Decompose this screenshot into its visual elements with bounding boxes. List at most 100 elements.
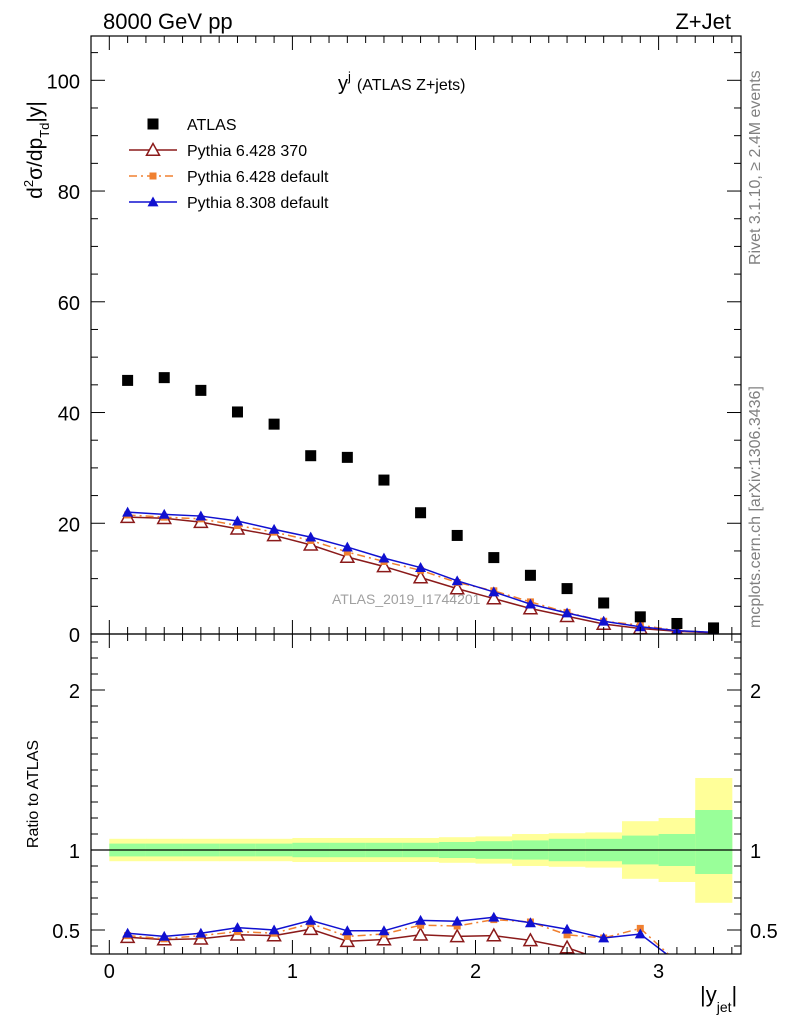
analysis-watermark: ATLAS_2019_I1744201 (332, 591, 481, 607)
main-point-p8_default (378, 552, 390, 563)
legend: ATLAS Pythia 6.428 370 Pythia 6.428 defaul… (129, 117, 329, 212)
ratio-y-tick-label-right: 0.5 (750, 921, 778, 943)
ratio-point-p8_default (122, 927, 134, 938)
legend-label-atlas: ATLAS (187, 117, 237, 134)
ratio-point-p6_370 (486, 927, 502, 942)
main-point-p8_default (488, 586, 500, 597)
ratio-point-p6_default (453, 922, 461, 930)
x-axis-label: |yjet| (700, 982, 737, 1015)
x-tick-label: 3 (653, 961, 664, 983)
main-point-atlas (305, 450, 317, 462)
ratio-point-p8_default (671, 957, 682, 967)
main-point-p8_default (305, 531, 317, 542)
main-point-atlas (195, 384, 207, 396)
legend-marker-p8_default (147, 196, 159, 207)
main-point-p6_370 (412, 569, 429, 584)
ratio-y-tick-label-right: 2 (750, 681, 761, 703)
main-point-p8_default (451, 575, 463, 586)
ratio-point-p8_default (158, 930, 170, 941)
main-point-p8_default (561, 607, 573, 618)
ratio-point-p6_370 (412, 926, 429, 941)
ratio-point-p6_370 (670, 964, 683, 976)
ratio-point-p8_default (634, 928, 646, 939)
ratio-point-p6_default (343, 932, 351, 940)
header-energy-label: 8000 GeV pp (103, 9, 233, 34)
main-point-p8_default (231, 515, 243, 526)
main-point-atlas (451, 529, 463, 541)
main-point-p6_370 (302, 536, 319, 551)
main-point-p8_default (122, 506, 134, 517)
ratio-point-p8_default (598, 932, 610, 943)
ratio-panel: 0.5 0.5 1 1 2 2 0 1 2 3 Ratio to ATLAS |yjet| (25, 633, 778, 1015)
main-y-tick-label: 80 (58, 182, 80, 204)
legend-label-p8_default: Pythia 8.308 default (187, 195, 329, 212)
main-point-atlas (158, 372, 170, 384)
legend-label-p6_default: Pythia 6.428 default (187, 169, 329, 186)
main-point-atlas (488, 552, 500, 564)
x-tick-label: 2 (470, 961, 481, 983)
main-point-atlas (415, 507, 427, 519)
ratio-point-p8_default (231, 922, 243, 932)
x-tick-label: 1 (287, 961, 298, 983)
ratio-point-p8_default (415, 914, 427, 925)
main-y-tick-label: 40 (58, 404, 80, 426)
legend-label-p6_370: Pythia 6.428 370 (187, 143, 307, 160)
main-y-axis-label: d2σ/dpTd|y| (21, 101, 52, 199)
ratio-point-p8_default (341, 925, 353, 936)
main-point-p6_default (233, 521, 241, 529)
main-point-p8_default (524, 598, 536, 609)
ratio-point-p6_370 (302, 921, 319, 936)
plot-title-main: y (338, 73, 348, 95)
main-point-p8_default (341, 541, 353, 552)
main-y-tick-label: 60 (58, 293, 80, 315)
ratio-point-p8_default (488, 911, 500, 922)
ratio-point-p8_default (195, 927, 207, 938)
ratio-y-tick-label: 1 (69, 841, 80, 863)
ratio-point-p8_default (524, 917, 536, 928)
main-y-tick-label: 20 (58, 514, 80, 536)
main-y-tick-label: 0 (69, 625, 80, 647)
main-point-p8_default (158, 508, 170, 519)
ratio-point-p6_370 (449, 928, 465, 943)
main-point-atlas (231, 406, 243, 418)
main-panel: ATLAS_2019_I1744201 0 20 40 60 80 100 yj (ATLA… (21, 35, 742, 647)
main-point-atlas (378, 474, 390, 486)
main-point-atlas (598, 597, 610, 609)
ratio-point-p6_370 (602, 952, 605, 954)
ratio-point-p8_default (378, 925, 390, 936)
main-point-p8_default (268, 523, 280, 534)
plot-title: yj (ATLAS Z+jets) (338, 69, 466, 95)
ratio-point-p8_default (451, 915, 463, 926)
x-tick-label: 0 (104, 961, 115, 983)
ratio-y-tick-label-right: 1 (750, 841, 761, 863)
ratio-point-p8_default (561, 923, 573, 934)
ratio-point-p8_default (708, 965, 719, 975)
main-point-p6_default (343, 548, 351, 556)
main-point-atlas (561, 583, 573, 595)
ratio-point-p6_default (563, 931, 571, 939)
ratio-point-p8_default (268, 924, 280, 935)
main-point-p6_370 (339, 548, 356, 563)
ratio-point-p6_370 (522, 932, 539, 947)
main-point-p6_370 (486, 590, 502, 605)
ratio-point-p6_370 (339, 933, 356, 948)
main-point-atlas (524, 569, 536, 581)
ratio-point-p8_default (305, 914, 317, 925)
ratio-band-inner (695, 810, 733, 874)
legend-marker-p6_default (149, 172, 157, 180)
ratio-y-tick-label: 0.5 (52, 921, 80, 943)
ratio-point-p6_default (673, 959, 680, 966)
ratio-panel-frame (90, 633, 742, 955)
main-point-p6_370 (376, 558, 392, 573)
main-point-p8_default (415, 562, 427, 572)
plot-title-rest: (ATLAS Z+jets) (357, 77, 466, 94)
main-point-atlas (341, 451, 353, 463)
ratio-point-p6_default (417, 921, 425, 929)
main-point-p8_default (634, 621, 646, 632)
ratio-point-p6_default (636, 924, 644, 932)
legend-marker-p6_370 (145, 141, 161, 156)
main-point-atlas (634, 611, 646, 623)
ratio-point-p6_370 (640, 953, 641, 954)
ratio-point-p6_370 (376, 931, 392, 946)
